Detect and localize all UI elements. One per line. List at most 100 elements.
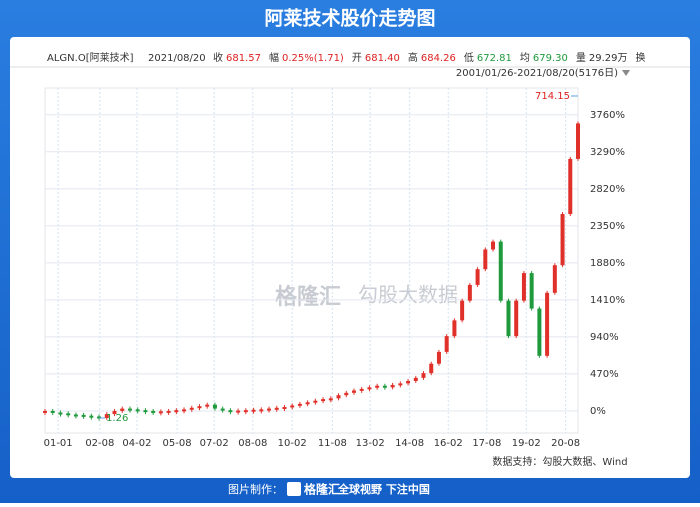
candle — [560, 214, 565, 266]
x-tick-label: 16-02 — [434, 438, 463, 449]
candle — [81, 414, 86, 417]
panel — [10, 37, 690, 478]
y-tick-label: 1410% — [590, 295, 625, 306]
candle — [243, 410, 248, 413]
y-tick-label: 1880% — [590, 258, 625, 269]
candle — [220, 408, 225, 411]
min-label: 1.26 — [106, 413, 128, 424]
candle — [290, 405, 295, 408]
info-label: 幅 — [269, 51, 279, 64]
candle — [514, 300, 519, 337]
date: 2021/08/20 — [148, 53, 206, 64]
x-tick-label: 17-08 — [472, 438, 501, 449]
info-value: 684.26 — [421, 53, 456, 64]
candle — [166, 410, 171, 413]
candle — [529, 273, 534, 309]
candle — [521, 273, 526, 301]
range-label: 2001/01/26-2021/08/20(5176日) — [456, 68, 618, 79]
chart-title: 阿莱技术股价走势图 — [264, 7, 435, 30]
candle — [444, 336, 449, 352]
info-extra: 换 — [635, 51, 645, 64]
candle — [537, 308, 542, 356]
candle — [104, 414, 109, 419]
candle — [143, 410, 148, 413]
x-tick-label: 13-02 — [356, 438, 385, 449]
candle — [50, 410, 55, 413]
x-tick-label: 11-08 — [318, 438, 347, 449]
candle — [267, 408, 272, 411]
y-tick-label: 3760% — [590, 110, 625, 121]
max-label: 714.15 — [535, 91, 570, 102]
candle — [498, 241, 503, 301]
y-tick-label: 2350% — [590, 221, 625, 232]
candle — [259, 409, 264, 412]
candle — [545, 292, 550, 356]
candle — [375, 385, 380, 388]
candle — [568, 158, 573, 215]
y-tick-label: 0% — [590, 406, 606, 417]
y-tick-label: 940% — [590, 332, 619, 343]
candle — [282, 407, 287, 410]
candle — [236, 410, 241, 413]
footer-brand: 格隆汇 — [304, 482, 340, 497]
candle — [251, 409, 256, 412]
candle — [151, 410, 156, 413]
source: 数据支持：勾股大数据、Wind — [492, 455, 627, 468]
x-tick-label: 20-08 — [551, 438, 580, 449]
candle — [297, 403, 302, 406]
info-value: 0.25%(1.71) — [282, 53, 344, 64]
watermark: 勾股大数据 — [358, 283, 458, 307]
candle — [189, 407, 194, 410]
candle — [174, 410, 179, 413]
candle — [344, 392, 349, 396]
range-arrow — [622, 70, 630, 76]
info-label: 收 — [213, 51, 223, 64]
info-value: 681.40 — [365, 53, 400, 64]
candle — [336, 395, 341, 399]
x-tick-label: 10-02 — [278, 438, 307, 449]
candle — [112, 410, 117, 415]
footer-slogan: 全球视野 下注中国 — [337, 482, 430, 496]
candle — [328, 398, 333, 401]
candle — [212, 404, 217, 409]
candle — [421, 373, 426, 378]
x-tick-label: 08-08 — [238, 438, 267, 449]
candle — [367, 387, 372, 390]
candle — [436, 351, 441, 364]
x-tick-label: 14-08 — [395, 438, 424, 449]
footer-logo — [287, 482, 301, 496]
info-label: 开 — [352, 53, 362, 64]
candle — [452, 320, 457, 337]
candle — [58, 412, 63, 415]
x-tick-label: 04-02 — [122, 438, 151, 449]
candle — [413, 377, 418, 382]
candle — [127, 408, 132, 411]
info-label: 低 — [464, 51, 474, 64]
candle — [483, 249, 488, 270]
candle — [43, 410, 47, 413]
candle — [406, 381, 411, 384]
candle — [467, 284, 472, 301]
y-tick-label: 3290% — [590, 147, 625, 158]
candle — [120, 408, 125, 411]
candle — [182, 409, 187, 412]
info-label: 量 — [576, 52, 586, 64]
candle — [66, 413, 71, 416]
y-tick-label: 470% — [590, 369, 619, 380]
info-value: 29.29万 — [589, 53, 628, 64]
footer-made-by: 图片制作： — [228, 483, 283, 496]
candle — [359, 388, 364, 391]
candle — [313, 400, 318, 403]
candle — [506, 300, 511, 337]
info-label: 高 — [408, 51, 418, 64]
candle — [460, 300, 465, 321]
candle — [97, 416, 102, 419]
x-tick-label: 01-01 — [44, 438, 73, 449]
candle — [158, 411, 163, 414]
watermark: 格隆汇 — [275, 284, 341, 310]
x-tick-label: 19-02 — [512, 438, 541, 449]
candle — [491, 241, 496, 250]
candle — [398, 383, 403, 386]
candle — [351, 390, 356, 393]
